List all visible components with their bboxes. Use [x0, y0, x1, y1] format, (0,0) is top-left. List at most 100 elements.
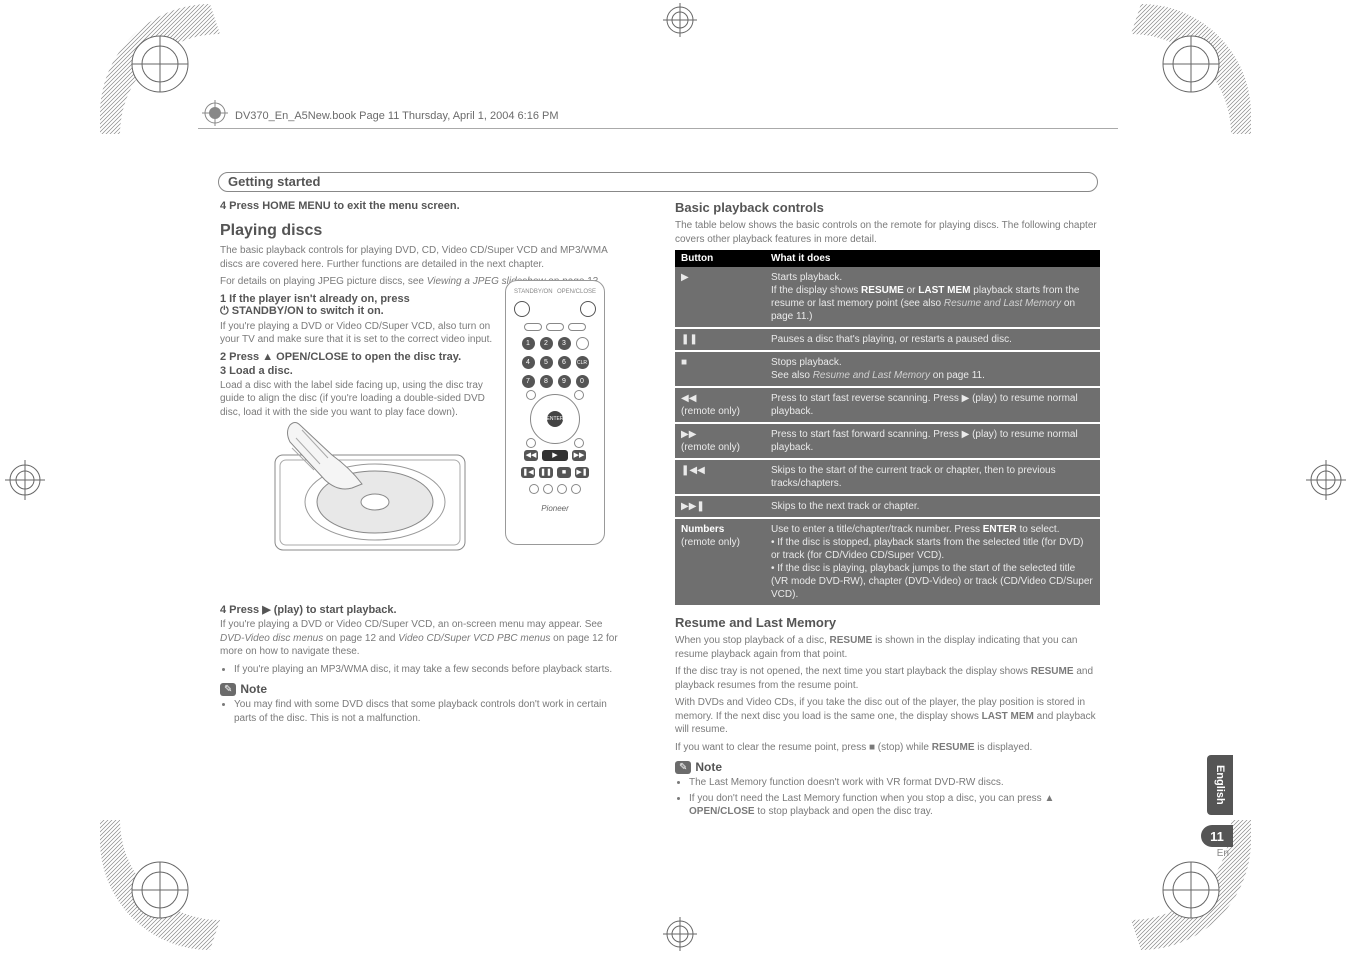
desc-prev: Skips to the start of the current track …	[765, 459, 1100, 495]
remote-illustration: STANDBY/ON OPEN/CLOSE 123 456 CLR 7890 ENT…	[505, 280, 605, 545]
num-0[interactable]: 0	[576, 375, 589, 388]
th-does: What it does	[765, 250, 1100, 267]
desc-fwd: Press to start fast forward scanning. Pr…	[765, 423, 1100, 459]
num-4[interactable]: 4	[522, 356, 535, 369]
step4-body: If you're playing a DVD or Video CD/Supe…	[220, 618, 620, 659]
chapter-title: Getting started	[228, 174, 320, 189]
btn-prev: ❚◀◀	[675, 459, 765, 495]
btn-rev: ◀◀(remote only)	[675, 387, 765, 423]
controls-table: ButtonWhat it does ▶ Starts playback.If …	[675, 250, 1100, 607]
oval-btn[interactable]	[524, 323, 542, 331]
small-btn[interactable]	[557, 484, 567, 494]
dpad-br[interactable]	[574, 438, 584, 448]
resume-p4: If you want to clear the resume point, p…	[675, 741, 1100, 755]
table-row: ◀◀(remote only)Press to start fast rever…	[675, 387, 1100, 423]
corner-bl	[100, 820, 220, 950]
next-button[interactable]: ▶❚	[575, 467, 589, 478]
oval-btn[interactable]	[568, 323, 586, 331]
desc-play: Starts playback.If the display shows RES…	[765, 267, 1100, 328]
play-button[interactable]: ▶	[542, 450, 568, 461]
note-row-right: ✎ Note	[675, 760, 1100, 774]
pause-button[interactable]: ❚❚	[539, 467, 553, 478]
stop-button[interactable]: ■	[557, 467, 571, 478]
step3-body: Load a disc with the label side facing u…	[220, 379, 495, 420]
desc-pause: Pauses a disc that's playing, or restart…	[765, 328, 1100, 351]
enter-button[interactable]: ENTER	[547, 411, 563, 427]
num-7[interactable]: 7	[522, 375, 535, 388]
chapter-bar	[218, 172, 1098, 192]
resume-p2: If the disc tray is not opened, the next…	[675, 665, 1100, 692]
btn-play: ▶	[675, 267, 765, 328]
page-number-badge: 11	[1201, 825, 1233, 847]
desc-numbers: Use to enter a title/chapter/track numbe…	[765, 518, 1100, 606]
num-6[interactable]: 6	[558, 356, 571, 369]
language-tab: English	[1207, 755, 1233, 815]
resume-p3: With DVDs and Video CDs, if you take the…	[675, 696, 1100, 737]
btn-pause: ❚❚	[675, 328, 765, 351]
oval-btn[interactable]	[546, 323, 564, 331]
remote-brand: Pioneer	[541, 504, 569, 513]
lbl-standby: STANDBY/ON	[514, 289, 553, 295]
step-2: 2 Press ▲ OPEN/CLOSE to open the disc tr…	[220, 351, 495, 363]
small-btn[interactable]	[543, 484, 553, 494]
intro-1: The basic playback controls for playing …	[220, 244, 620, 271]
th-button: Button	[675, 250, 765, 267]
desc-stop: Stops playback.See also Resume and Last …	[765, 351, 1100, 387]
num-clear[interactable]: CLR	[576, 356, 589, 369]
step-4-play: 4 Press ▶ (play) to start playback.	[220, 603, 620, 616]
num-5[interactable]: 5	[540, 356, 553, 369]
small-btn[interactable]	[529, 484, 539, 494]
btn-fwd: ▶▶(remote only)	[675, 423, 765, 459]
right-column: Basic playback controls The table below …	[675, 200, 1100, 821]
corner-br	[1131, 820, 1251, 950]
note-bullet-left: You may find with some DVD discs that so…	[234, 698, 620, 725]
step4-bullet: If you're playing an MP3/WMA disc, it ma…	[234, 663, 620, 677]
dpad-tr[interactable]	[574, 390, 584, 400]
reg-header	[200, 98, 230, 128]
corner-tr	[1131, 4, 1251, 134]
num-1[interactable]: 1	[522, 337, 535, 350]
reg-left	[0, 455, 50, 505]
prev-button[interactable]: ❚◀	[521, 467, 535, 478]
note-b1: The Last Memory function doesn't work wi…	[689, 776, 1100, 790]
page-lang-code: En	[1217, 848, 1229, 859]
dpad-bl[interactable]	[526, 438, 536, 448]
heading-playing-discs: Playing discs	[220, 222, 620, 240]
btn-stop: ■	[675, 351, 765, 387]
num-2[interactable]: 2	[540, 337, 553, 350]
header-rule	[198, 128, 1118, 129]
note-icon: ✎	[220, 683, 236, 696]
desc-rev: Press to start fast reverse scanning. Pr…	[765, 387, 1100, 423]
num-8[interactable]: 8	[540, 375, 553, 388]
dpad-tl[interactable]	[526, 390, 536, 400]
s4b: on page 12 and	[323, 633, 398, 644]
table-row: ▶▶❚Skips to the next track or chapter.	[675, 495, 1100, 518]
rev-button[interactable]: ◀◀	[524, 450, 538, 461]
fwd-button[interactable]: ▶▶	[572, 450, 586, 461]
note-icon: ✎	[675, 761, 691, 774]
step-exit-home: 4 Press HOME MENU to exit the menu scree…	[220, 200, 620, 212]
note-head-right: Note	[695, 760, 722, 774]
book-header: DV370_En_A5New.book Page 11 Thursday, Ap…	[235, 110, 559, 122]
heading-basic-controls: Basic playback controls	[675, 200, 1100, 215]
lbl-open: OPEN/CLOSE	[557, 289, 596, 295]
num-9[interactable]: 9	[558, 375, 571, 388]
disc-tray-illustration	[270, 420, 470, 560]
dpad[interactable]: ENTER	[530, 394, 580, 444]
standby-button[interactable]	[514, 301, 530, 317]
resume-p1: When you stop playback of a disc, RESUME…	[675, 634, 1100, 661]
note-row-left: ✎ Note	[220, 682, 620, 696]
open-close-button[interactable]	[580, 301, 596, 317]
intro2-a: For details on playing JPEG picture disc…	[220, 276, 427, 287]
small-btn[interactable]	[571, 484, 581, 494]
num-3[interactable]: 3	[558, 337, 571, 350]
basic-intro: The table below shows the basic controls…	[675, 219, 1100, 246]
table-row: ❚❚Pauses a disc that's playing, or resta…	[675, 328, 1100, 351]
table-row: ▶ Starts playback.If the display shows R…	[675, 267, 1100, 328]
btn-next: ▶▶❚	[675, 495, 765, 518]
reg-top	[655, 0, 705, 40]
num-blank[interactable]	[576, 337, 589, 350]
s4i2: Video CD/Super VCD PBC menus	[398, 633, 550, 644]
table-row: Numbers(remote only)Use to enter a title…	[675, 518, 1100, 606]
table-row: ▶▶(remote only)Press to start fast forwa…	[675, 423, 1100, 459]
